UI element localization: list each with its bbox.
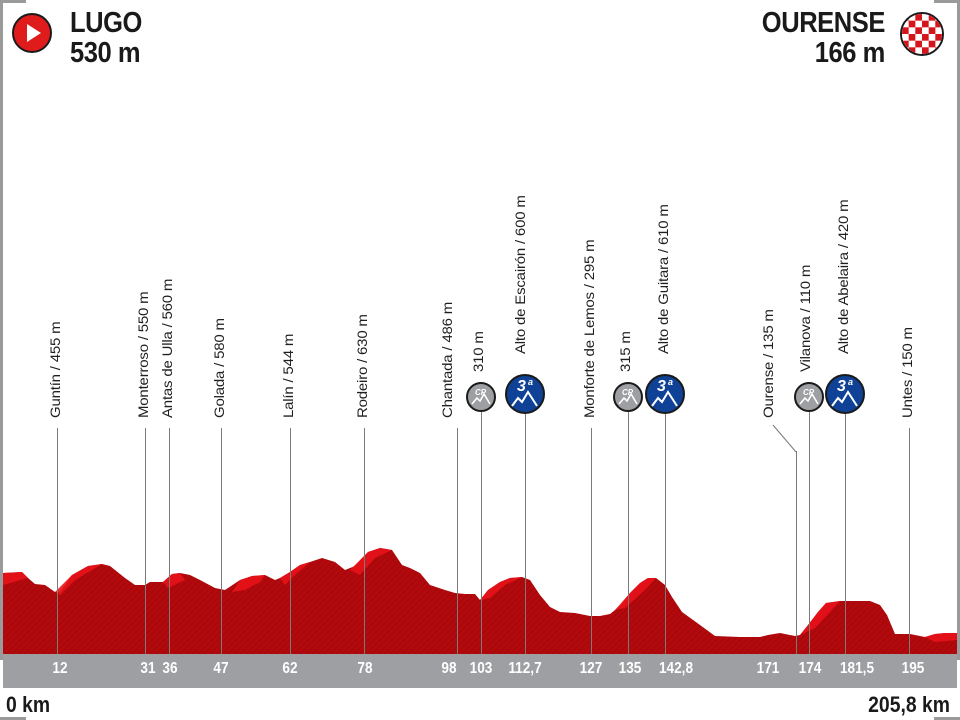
- marker-line-km-31: [145, 428, 146, 654]
- climb-category: 3: [657, 378, 666, 395]
- marker-label-monforte-de-lemos: Monforte de Lemos / 295 m: [582, 239, 598, 418]
- mountain-icon: [471, 392, 491, 405]
- km-tick: 112,7: [508, 660, 542, 677]
- marker-line-km-142-8: [665, 414, 666, 654]
- finish-city: OURENSE 166 m: [761, 7, 886, 69]
- km-end-label: 205,8 km: [868, 692, 950, 717]
- km-tick: 62: [282, 660, 298, 677]
- climb-category-suffix: a: [528, 377, 534, 387]
- sprint-badge-km-174: CP: [794, 382, 824, 412]
- frame-corner: [0, 717, 26, 720]
- km-tick: 103: [469, 660, 493, 677]
- climb-category: 3: [837, 378, 846, 395]
- km-tick: 12: [52, 660, 68, 677]
- frame-corner: [934, 0, 960, 3]
- start-city-name: LUGO: [70, 7, 142, 39]
- finish-city-name: OURENSE: [761, 7, 886, 39]
- marker-label-sprint-103: 310 m: [471, 331, 487, 372]
- mountain-icon: [651, 390, 678, 407]
- km-start-label: 0 km: [6, 692, 51, 717]
- marker-label-antas-de-ulla: Antas de Ulla / 560 m: [160, 278, 176, 418]
- finish-altitude: 166 m: [814, 37, 886, 69]
- frame-corner: [934, 717, 960, 720]
- marker-line-km-127: [591, 428, 592, 654]
- marker-label-alto-de-escairon: Alto de Escairón / 600 m: [513, 195, 529, 354]
- sprint-badge-km-103: CP: [466, 382, 496, 412]
- marker-line-km-62: [290, 428, 291, 654]
- marker-line-km-181-5: [845, 414, 846, 654]
- mountain-icon: [618, 392, 638, 405]
- marker-line-km-103: [481, 412, 482, 654]
- marker-label-lalin: Lalín / 544 m: [281, 333, 297, 418]
- marker-label-sprint-135: 315 m: [618, 331, 634, 372]
- marker-label-guntin: Guntín / 455 m: [48, 321, 64, 418]
- sprint-badge-text: CP: [475, 388, 487, 397]
- climb-category-suffix: a: [668, 377, 674, 387]
- marker-line-km-98: [457, 428, 458, 654]
- km-tick: 181,5: [839, 660, 875, 677]
- km-axis-strip: [3, 654, 957, 688]
- km-tick: 127: [579, 660, 603, 677]
- marker-line-km-174: [809, 412, 810, 654]
- km-tick: 135: [618, 660, 642, 677]
- marker-line-km-36: [169, 428, 170, 654]
- marker-label-golada: Golada / 580 m: [212, 318, 228, 418]
- marker-label-monterroso: Monterroso / 550 m: [136, 291, 152, 418]
- km-tick: 36: [162, 660, 178, 677]
- marker-line-km-112-7: [525, 414, 526, 654]
- marker-line-km-47: [221, 428, 222, 654]
- climb-badge-alto-de-guitara: 3 a: [645, 374, 685, 414]
- marker-line-km-78: [364, 428, 365, 654]
- frame-left-border: [0, 0, 3, 660]
- km-tick: 78: [357, 660, 373, 677]
- sprint-badge-km-135: CP: [613, 382, 643, 412]
- marker-leader-km-171: [772, 424, 797, 453]
- marker-label-ourense: Ourense / 135 m: [761, 309, 777, 418]
- climb-badge-alto-de-abelaira: 3 a: [825, 374, 865, 414]
- climb-badge-alto-de-escairon: 3 a: [505, 374, 545, 414]
- km-tick: 31: [140, 660, 156, 677]
- marker-label-chantada: Chantada / 486 m: [440, 301, 456, 418]
- mountain-icon: [799, 392, 819, 405]
- km-tick: 174: [798, 660, 822, 677]
- mountain-icon: [831, 390, 858, 407]
- start-altitude: 530 m: [70, 37, 141, 69]
- km-tick: 47: [213, 660, 229, 677]
- marker-label-alto-de-guitara: Alto de Guitara / 610 m: [656, 204, 672, 354]
- mountain-icon: [511, 390, 538, 407]
- marker-line-km-135: [628, 412, 629, 654]
- climb-category-suffix: a: [848, 377, 854, 387]
- marker-label-alto-de-abelaira: Alto de Abelaira / 420 m: [836, 199, 852, 354]
- marker-label-vilanova: Vilanova / 110 m: [798, 264, 814, 372]
- km-tick: 98: [441, 660, 457, 677]
- frame-corner: [0, 0, 26, 3]
- km-tick: 142,8: [658, 660, 694, 677]
- sprint-badge-text: CP: [803, 388, 815, 397]
- marker-line-km-12: [57, 428, 58, 654]
- km-tick: 171: [756, 660, 780, 677]
- marker-label-rodeiro: Rodeiro / 630 m: [355, 314, 371, 418]
- marker-line-km-171: [796, 451, 797, 654]
- climb-category: 3: [517, 378, 526, 395]
- frame-right-border: [957, 0, 960, 660]
- marker-line-km-195: [909, 428, 910, 654]
- start-city: LUGO 530 m: [70, 8, 142, 68]
- elevation-profile: [3, 548, 957, 654]
- km-tick: 195: [901, 660, 925, 677]
- start-play-icon: [12, 13, 52, 53]
- marker-label-untes: Untes / 150 m: [900, 327, 916, 418]
- sprint-badge-text: CP: [622, 388, 634, 397]
